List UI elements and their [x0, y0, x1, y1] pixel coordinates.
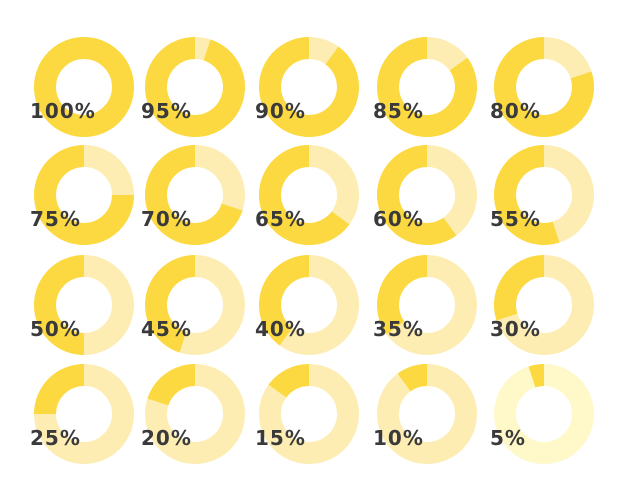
percent-label: 50%	[30, 317, 81, 341]
donut-fill	[145, 145, 243, 245]
donut-fill	[34, 145, 134, 245]
donut-fill	[377, 37, 477, 137]
percent-label: 55%	[490, 207, 541, 231]
donut-fill	[377, 255, 427, 335]
percent-label: 100%	[30, 99, 96, 123]
percent-label: 25%	[30, 426, 81, 450]
donut-chart: 100%	[30, 37, 134, 137]
donut-chart: 40%	[255, 255, 359, 355]
donut-chart: 85%	[373, 37, 477, 137]
donut-chart: 95%	[141, 37, 245, 137]
donut-fill	[268, 364, 309, 398]
donut-chart: 35%	[373, 255, 477, 355]
percent-label: 5%	[490, 426, 526, 450]
donut-fill	[259, 255, 309, 346]
donut-chart: 50%	[30, 255, 134, 355]
donut-fill	[147, 364, 195, 406]
percent-label: 35%	[373, 317, 424, 341]
donut-fill	[34, 37, 134, 137]
percent-label: 90%	[255, 99, 306, 123]
donut-chart: 45%	[141, 255, 245, 355]
donut-fill	[494, 255, 544, 321]
percent-label: 20%	[141, 426, 192, 450]
donut-chart: 20%	[141, 364, 245, 464]
donut-chart: 10%	[373, 364, 477, 464]
donut-fill	[34, 364, 84, 414]
donut-chart: 70%	[141, 145, 245, 245]
percent-label: 95%	[141, 99, 192, 123]
percent-label: 30%	[490, 317, 541, 341]
percent-label: 45%	[141, 317, 192, 341]
donut-fill	[528, 364, 544, 388]
donut-chart: 80%	[490, 37, 594, 137]
percent-label: 70%	[141, 207, 192, 231]
percent-label: 60%	[373, 207, 424, 231]
percent-label: 40%	[255, 317, 306, 341]
donut-fill	[494, 37, 594, 137]
donut-chart: 15%	[255, 364, 359, 464]
donut-chart: 90%	[255, 37, 359, 137]
percent-label: 75%	[30, 207, 81, 231]
donut-fill	[377, 145, 457, 245]
donut-fill	[34, 255, 84, 355]
donut-fill	[145, 255, 195, 353]
donut-chart: 5%	[490, 364, 594, 464]
donut-chart: 55%	[490, 145, 594, 245]
percent-label: 85%	[373, 99, 424, 123]
donut-chart: 75%	[30, 145, 134, 245]
donut-fill	[145, 37, 245, 137]
donut-fill	[494, 145, 560, 245]
donut-fill	[397, 364, 427, 392]
donut-chart: 65%	[255, 145, 359, 245]
donut-chart: 30%	[490, 255, 594, 355]
donut-chart: 25%	[30, 364, 134, 464]
donut-fill	[259, 145, 350, 245]
percent-label: 15%	[255, 426, 306, 450]
percent-label: 65%	[255, 207, 306, 231]
donut-fill	[259, 37, 359, 137]
percent-label: 10%	[373, 426, 424, 450]
percent-label: 80%	[490, 99, 541, 123]
donut-chart: 60%	[373, 145, 477, 245]
